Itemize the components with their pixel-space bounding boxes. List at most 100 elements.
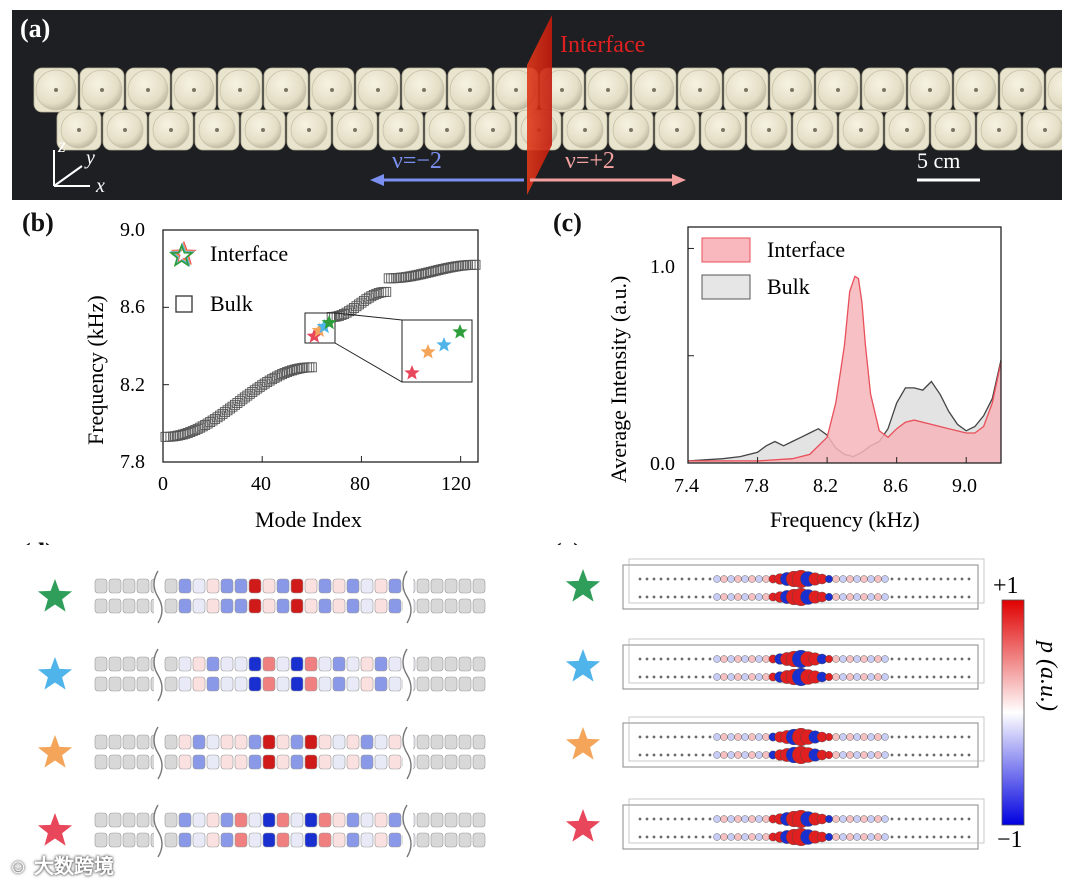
bulk-mode-marker [239, 392, 250, 403]
unit-cell [360, 598, 374, 614]
cylinder-hole [675, 128, 679, 132]
unit-cell [444, 598, 458, 614]
pressure-point [748, 593, 756, 601]
bulk-mode-marker [371, 288, 382, 299]
pressure-point [666, 753, 670, 757]
series-line-interface [688, 275, 1001, 462]
pressure-point [666, 595, 670, 599]
unit-cell [248, 676, 262, 692]
pressure-point [839, 575, 847, 583]
bulk-mode-marker [470, 259, 481, 270]
pressure-point [832, 673, 840, 681]
pressure-point [953, 817, 957, 821]
pressure-point [755, 815, 763, 823]
pressure-point [839, 673, 847, 681]
unit-cell [290, 832, 304, 848]
unit-cell [192, 578, 206, 594]
unit-cell [304, 754, 318, 770]
pressure-point [755, 655, 763, 663]
unit-cell [234, 676, 248, 692]
pressure-point [918, 835, 922, 839]
pressure-point [874, 575, 882, 583]
bulk-mode-marker [274, 370, 285, 381]
unit-cell [248, 598, 262, 614]
unit-cell [360, 734, 374, 750]
pressure-point [897, 835, 901, 839]
bulk-mode-marker [344, 306, 354, 317]
pressure-point [708, 595, 712, 599]
pressure-point [890, 817, 894, 821]
unit-cell [192, 734, 206, 750]
pressure-point [701, 817, 705, 821]
break-mark [402, 570, 412, 624]
ytick-label: 8.2 [120, 374, 145, 396]
interface-plane [527, 15, 552, 195]
pressure-point [897, 595, 901, 599]
unit-cell [206, 676, 220, 692]
pressure-point [932, 675, 936, 679]
bulk-mode-marker [289, 364, 300, 375]
pressure-point [825, 833, 833, 841]
series-area-interface [688, 276, 1001, 463]
bulk-mode-marker [443, 262, 454, 273]
pressure-point [748, 655, 756, 663]
pressure-point [897, 675, 901, 679]
unit-cell [276, 598, 290, 614]
cylinder-hole [905, 128, 909, 132]
unit-cell [136, 676, 150, 692]
unit-cell [178, 598, 192, 614]
unit-cell [374, 832, 388, 848]
pressure-point [967, 817, 971, 821]
cylinder-hole [951, 128, 955, 132]
break-mark [402, 648, 412, 702]
unit-cell [206, 598, 220, 614]
unit-cell [472, 832, 486, 848]
unit-cell [360, 578, 374, 594]
pressure-point [638, 753, 642, 757]
plot-frame [687, 226, 1002, 464]
cylinder-hole [859, 128, 863, 132]
pressure-point [708, 675, 712, 679]
watermark-text: 大数跨境 [33, 856, 114, 878]
unit-cell [136, 734, 150, 750]
pressure-point [741, 733, 749, 741]
pressure-point [762, 751, 770, 759]
pressure-point [701, 657, 705, 661]
interface-label: Interface [560, 32, 645, 58]
domain-box [622, 716, 985, 768]
unit-cell [206, 754, 220, 770]
pressure-point [645, 735, 649, 739]
pressure-point [638, 835, 642, 839]
bulk-mode-marker [413, 269, 424, 280]
pressure-point [846, 655, 854, 663]
cylinder-end [1047, 70, 1062, 110]
pressure-point [713, 575, 721, 583]
unit-cell [374, 676, 388, 692]
pressure-point [918, 735, 922, 739]
unit-cell [178, 734, 192, 750]
nu-right-label: ν=+2 [565, 148, 615, 174]
break-gap [403, 729, 413, 777]
unit-cell [94, 734, 108, 750]
pressure-point [708, 735, 712, 739]
unit-cell [248, 656, 262, 672]
bulk-mode-marker [249, 385, 260, 396]
pressure-point [904, 817, 908, 821]
unit-cell [262, 734, 276, 750]
unit-cell [94, 754, 108, 770]
pressure-point [727, 833, 735, 841]
zoom-line-top [334, 312, 403, 321]
unit-cell [360, 754, 374, 770]
pressure-point [741, 575, 749, 583]
pressure-point [694, 675, 698, 679]
unit-cell [458, 598, 472, 614]
unit-cell [94, 812, 108, 828]
pressure-point [645, 817, 649, 821]
cylinder-hole [215, 128, 219, 132]
pressure-point [911, 595, 915, 599]
unit-cell [234, 812, 248, 828]
unit-cell [94, 832, 108, 848]
bulk-mode-marker [242, 390, 253, 401]
domain-front [622, 804, 979, 850]
unit-cell [444, 676, 458, 692]
